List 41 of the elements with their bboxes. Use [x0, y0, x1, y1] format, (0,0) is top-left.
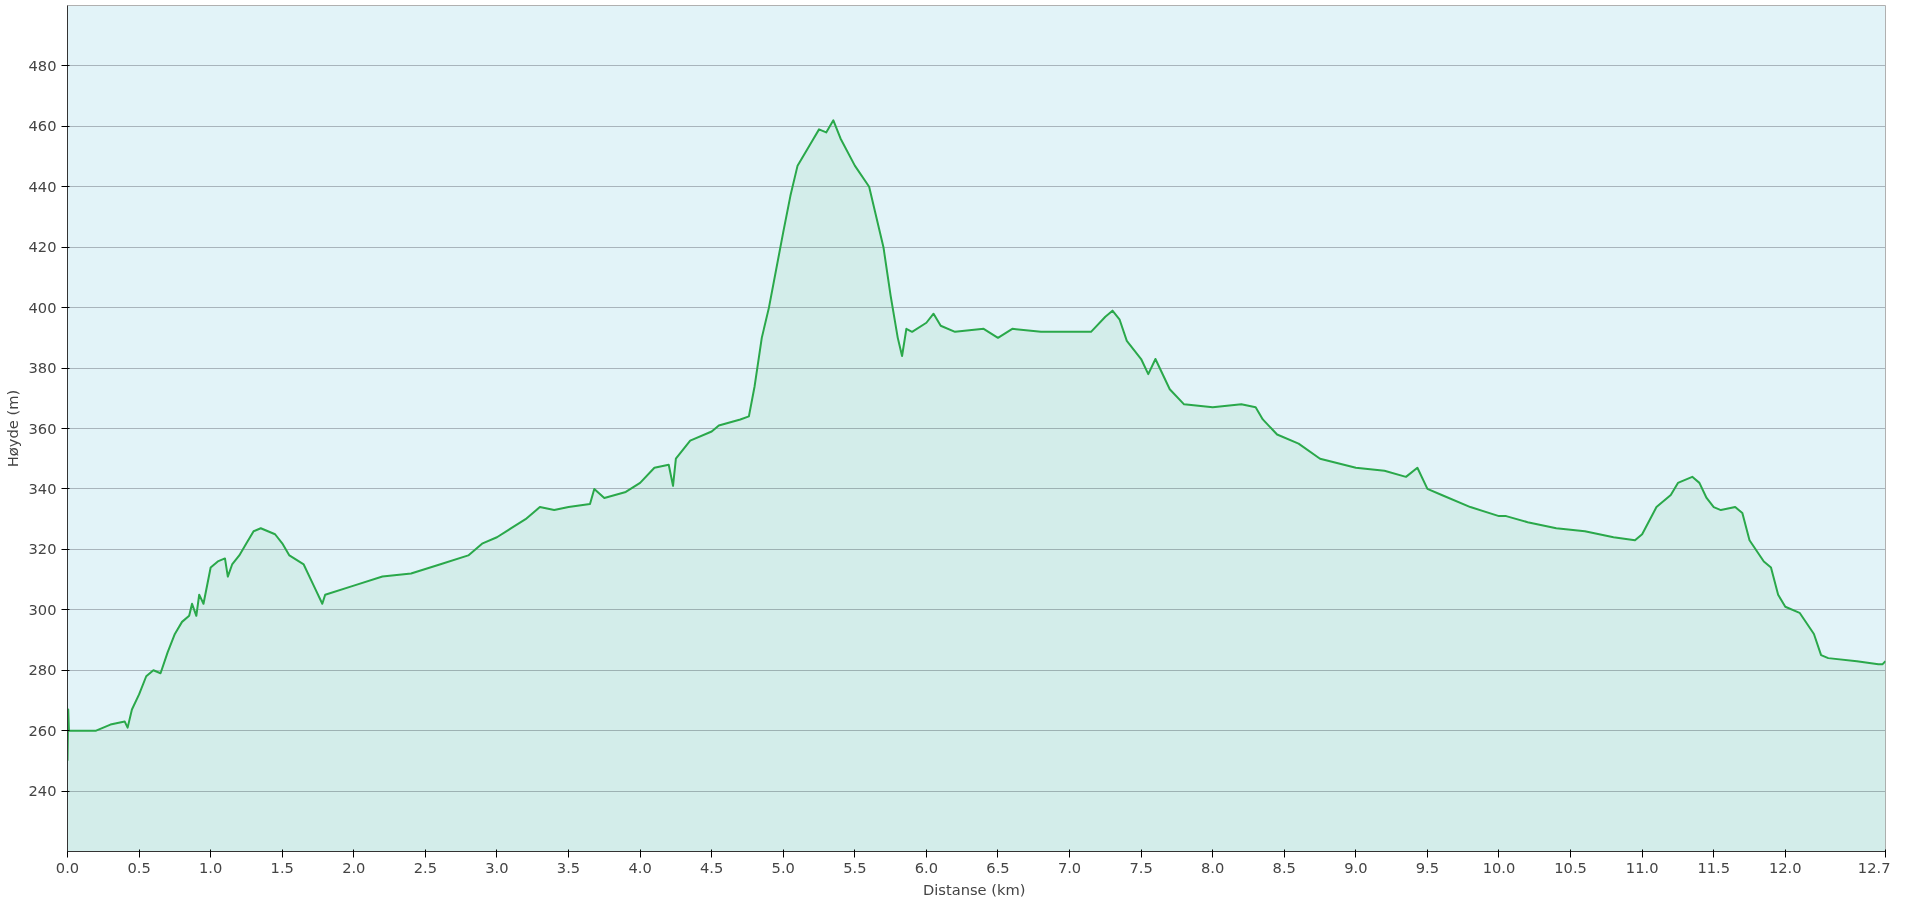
x-tick-label: 11.0 [1625, 858, 1659, 876]
x-tick-label: 0.0 [55, 858, 80, 876]
x-tick-label: 0.5 [127, 858, 151, 876]
x-tick-label: 12.7 [1857, 858, 1891, 876]
y-tick-label: 260 [28, 721, 57, 739]
y-tick-label: 240 [28, 782, 57, 800]
x-tick-label: 4.5 [700, 858, 724, 876]
x-tick-label: 10.0 [1482, 858, 1516, 876]
y-tick-label: 280 [28, 661, 57, 679]
x-tick-label: 5.5 [843, 858, 867, 876]
y-tick-label: 360 [28, 419, 57, 437]
y-tick-label: 300 [28, 600, 57, 618]
x-tick-label: 2.0 [342, 858, 366, 876]
x-tick-label: 8.5 [1272, 858, 1296, 876]
x-tick-label: 9.0 [1344, 858, 1368, 876]
y-tick-label: 380 [28, 359, 57, 377]
y-tick-label: 420 [28, 238, 57, 256]
x-tick-label: 9.5 [1415, 858, 1440, 876]
x-tick-label: 12.0 [1768, 858, 1802, 876]
x-tick-label: 6.5 [986, 858, 1010, 876]
y-tick-label: 400 [28, 298, 57, 316]
x-axis-title: Distanse (km) [922, 880, 1026, 898]
x-tick-label: 2.5 [413, 858, 438, 876]
y-tick-label: 460 [28, 117, 57, 135]
x-tick-label: 7.0 [1057, 858, 1082, 876]
x-tick-label: 6.0 [914, 858, 939, 876]
y-tick-label: 340 [28, 479, 57, 497]
x-tick-label: 4.0 [628, 858, 652, 876]
y-axis-title: Høyde (m) [3, 389, 21, 468]
x-tick-label: 7.5 [1129, 858, 1153, 876]
x-tick-label: 3.0 [485, 858, 509, 876]
y-tick-label: 320 [28, 540, 57, 558]
y-tick-label: 440 [28, 177, 57, 195]
x-tick-label: 11.5 [1697, 858, 1731, 876]
x-tick-label: 1.5 [270, 858, 294, 876]
x-tick-label: 5.0 [771, 858, 795, 876]
y-tick-label: 480 [28, 56, 57, 74]
x-tick-label: 3.5 [556, 858, 581, 876]
x-tick-label: 10.5 [1554, 858, 1587, 876]
x-tick-label: 1.0 [199, 858, 223, 876]
x-tick-label: 8.0 [1201, 858, 1225, 876]
